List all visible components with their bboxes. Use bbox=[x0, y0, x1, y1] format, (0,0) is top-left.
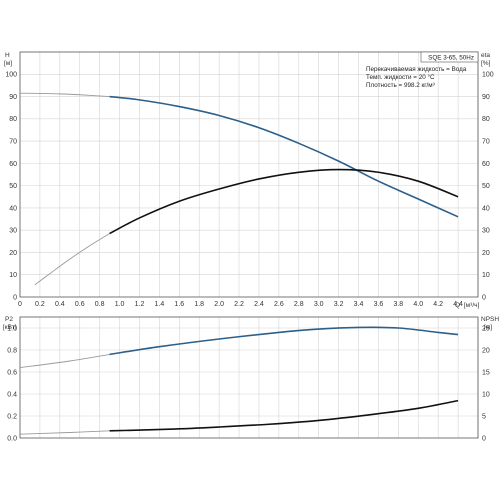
h-axis-unit: [м] bbox=[4, 60, 12, 67]
right-tick-label: 0 bbox=[482, 435, 486, 442]
npsh-axis-label: NPSH bbox=[481, 316, 499, 323]
x-tick-label: 1.8 bbox=[194, 301, 204, 308]
q-axis-name: Q bbox=[455, 302, 460, 309]
p2-axis-unit: [кВт] bbox=[3, 324, 17, 331]
x-tick-label: 1.4 bbox=[155, 301, 165, 308]
x-tick-label: 4.4 bbox=[453, 301, 463, 308]
series-0-extrapolated-segment bbox=[19, 92, 110, 97]
chart-title: SQE 3-65, 50Hz bbox=[428, 55, 474, 62]
x-tick-label: 0.8 bbox=[95, 301, 105, 308]
series-0-curve bbox=[109, 95, 459, 218]
npsh-axis-unit: [м] bbox=[484, 324, 492, 331]
left-tick-label: 0.6 bbox=[7, 369, 17, 376]
x-tick-label: 3.2 bbox=[334, 301, 344, 308]
top-left-tick-labels: 0 10 20 30 40 50 60 70 80 90 100 bbox=[5, 72, 17, 302]
left-tick-label: 80 bbox=[9, 116, 17, 123]
x-tick-label: 3.8 bbox=[393, 301, 403, 308]
right-tick-label: 10 bbox=[482, 272, 490, 279]
x-tick-label: 1.0 bbox=[115, 301, 125, 308]
right-tick-label: 20 bbox=[482, 250, 490, 257]
annotation-fluid: Перекачиваемая жидкость = Вода bbox=[366, 66, 467, 73]
top-panel: 0 10 20 30 40 50 60 70 80 90 100 0 10 20 30 40 50 60 70 80… bbox=[4, 51, 494, 309]
series-1-extrapolated-segment bbox=[34, 233, 110, 286]
annotation-temperature: Темп. жидкости = 20 °C bbox=[366, 73, 435, 81]
eta-axis-label: eta bbox=[481, 52, 490, 59]
series-1-curve bbox=[109, 168, 459, 235]
top-series bbox=[19, 92, 459, 286]
series-0-extrapolated-segment bbox=[19, 353, 110, 369]
x-tick-label: 2.8 bbox=[294, 301, 304, 308]
info-box: SQE 3-65, 50Hz Перекачиваемая жидкость =… bbox=[366, 51, 479, 89]
right-tick-label: 20 bbox=[482, 347, 490, 354]
left-tick-label: 90 bbox=[9, 94, 17, 101]
q-axis-unit: [м³/ч] bbox=[464, 302, 480, 309]
right-tick-label: 30 bbox=[482, 228, 490, 235]
h-axis-label: H bbox=[5, 52, 10, 59]
x-tick-label: 4.2 bbox=[433, 301, 443, 308]
x-tick-label: 0.4 bbox=[55, 301, 65, 308]
x-tick-label: 3.6 bbox=[374, 301, 384, 308]
x-tick-label: 1.6 bbox=[174, 301, 184, 308]
top-grid bbox=[20, 52, 479, 297]
x-tick-label: 0 bbox=[18, 301, 22, 308]
bottom-right-tick-labels: 0 5 10 15 20 25 bbox=[482, 325, 490, 442]
left-tick-label: 30 bbox=[9, 228, 17, 235]
left-tick-label: 0 bbox=[13, 294, 17, 301]
top-right-tick-labels: 0 10 20 30 40 50 60 70 80 90 100 bbox=[482, 72, 494, 302]
left-tick-label: 10 bbox=[9, 272, 17, 279]
x-tick-label: 0.6 bbox=[75, 301, 85, 308]
right-tick-label: 5 bbox=[482, 413, 486, 420]
bottom-series bbox=[19, 326, 459, 435]
x-tick-label: 3.4 bbox=[354, 301, 364, 308]
x-tick-label: 3.0 bbox=[314, 301, 324, 308]
left-tick-label: 20 bbox=[9, 250, 17, 257]
x-tick-label: 2.0 bbox=[214, 301, 224, 308]
left-tick-label: 0.2 bbox=[7, 413, 17, 420]
left-tick-label: 100 bbox=[5, 72, 17, 79]
left-tick-label: 0.0 bbox=[7, 435, 17, 442]
info-title-box bbox=[420, 51, 479, 63]
bottom-plot-frame bbox=[19, 316, 479, 439]
series-1-extrapolated-segment bbox=[19, 430, 110, 435]
right-tick-label: 60 bbox=[482, 161, 490, 168]
bottom-left-tick-labels: 0.0 0.2 0.4 0.6 0.8 1.0 bbox=[7, 325, 17, 442]
left-tick-label: 60 bbox=[9, 161, 17, 168]
x-tick-label: 2.2 bbox=[234, 301, 244, 308]
right-tick-label: 10 bbox=[482, 391, 490, 398]
right-tick-label: 40 bbox=[482, 205, 490, 212]
left-tick-label: 1.0 bbox=[7, 325, 17, 332]
right-tick-label: 0 bbox=[482, 294, 486, 301]
eta-axis-unit: [%] bbox=[481, 60, 491, 67]
right-tick-label: 25 bbox=[482, 325, 490, 332]
x-tick-label: 2.6 bbox=[274, 301, 284, 308]
left-tick-label: 0.8 bbox=[7, 347, 17, 354]
series-0-curve bbox=[109, 326, 459, 356]
x-tick-label: 2.4 bbox=[254, 301, 264, 308]
right-tick-label: 100 bbox=[482, 72, 494, 79]
x-tick-label: 1.2 bbox=[135, 301, 145, 308]
left-tick-label: 70 bbox=[9, 138, 17, 145]
right-tick-label: 80 bbox=[482, 116, 490, 123]
left-tick-label: 50 bbox=[9, 183, 17, 190]
right-tick-label: 15 bbox=[482, 369, 490, 376]
q-axis-label: Q [м³/ч] bbox=[455, 302, 480, 309]
series-1-curve bbox=[109, 399, 459, 432]
left-tick-label: 0.4 bbox=[7, 391, 17, 398]
bottom-panel: 0.0 0.2 0.4 0.6 0.8 1.0 0 5 10 15 20 25 P2 [кВт] N… bbox=[3, 316, 499, 442]
x-tick-label: 4.0 bbox=[413, 301, 423, 308]
p2-axis-label: P2 bbox=[5, 316, 13, 323]
top-plot-frame bbox=[19, 51, 479, 298]
x-tick-label: 0.2 bbox=[35, 301, 45, 308]
left-tick-label: 40 bbox=[9, 205, 17, 212]
right-tick-label: 70 bbox=[482, 138, 490, 145]
right-tick-label: 90 bbox=[482, 94, 490, 101]
right-tick-label: 50 bbox=[482, 183, 490, 190]
top-x-tick-labels: 0 0.2 0.4 0.6 0.8 1.0 1.2 1.4 1.6 1.8 2.0 2.2 2.4 2.6… bbox=[18, 301, 463, 308]
annotation-density: Плотность = 998.2 кг/м³ bbox=[366, 82, 435, 89]
